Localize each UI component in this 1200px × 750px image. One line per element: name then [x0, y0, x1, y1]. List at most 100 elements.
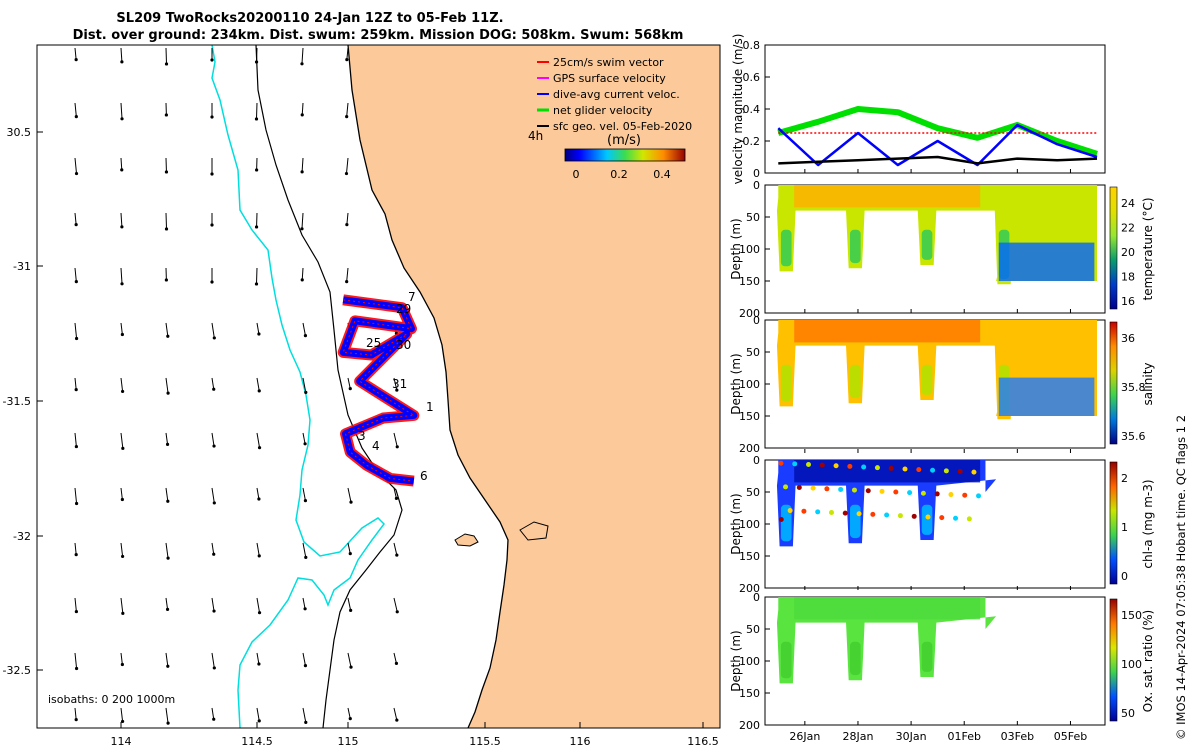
chla-sample-dot: [874, 465, 880, 471]
chla-sample-dot: [819, 462, 825, 468]
section-surface-layer: [794, 185, 981, 208]
chla-sample-dot: [861, 464, 867, 470]
velocity-arrow-head: [303, 499, 308, 503]
velocity-arrow: [120, 542, 124, 557]
section-deep-layer: [998, 242, 1095, 281]
velocity-arrow-head: [300, 227, 304, 231]
velocity-arrow: [301, 102, 304, 115]
surface-velocity-arrows: [74, 47, 399, 725]
velocity-arrow: [74, 212, 77, 225]
chla-sample-dot: [792, 461, 798, 467]
section-surface-layer: [794, 320, 981, 343]
colorbar-tick-label: 35.8: [1121, 381, 1146, 394]
colorbar-tick: 0: [573, 168, 580, 181]
velocity-arrow: [347, 707, 351, 719]
velocity-arrow: [211, 652, 215, 668]
track-label: 30: [396, 338, 411, 352]
velocity-line-2: [777, 106, 1098, 157]
colorbar-unit: (m/s): [607, 133, 641, 148]
colorbar-gradient: [564, 148, 686, 162]
velocity-arrow: [120, 212, 123, 227]
velocity-arrow: [74, 432, 77, 447]
velocity-arrow: [211, 487, 215, 503]
velocity-arrow: [301, 157, 304, 172]
velocity-arrow: [74, 102, 77, 117]
depth-tick-label: 0: [753, 454, 760, 467]
velocity-arrow-head: [345, 279, 349, 284]
velocity-arrow-head: [120, 332, 124, 337]
velocity-arrow-head: [300, 62, 304, 66]
colorbar-label: salinity: [1141, 362, 1155, 405]
map-legend: 25cm/s swim vector GPS surface velocity …: [537, 56, 692, 133]
section-dip-layer: [921, 229, 933, 260]
velocity-arrow: [165, 322, 169, 337]
section-dip-layer: [780, 229, 792, 267]
depth-tick-label: 100: [739, 243, 760, 256]
section-dip-layer: [921, 641, 933, 672]
depth-tick-label: 0: [753, 314, 760, 327]
velocity-arrow-head: [210, 172, 214, 176]
velocity-arrow: [256, 542, 260, 556]
velocity-arrow-head: [345, 58, 349, 62]
time-tick-label: 28Jan: [842, 730, 873, 743]
velocity-arrow: [165, 707, 169, 724]
velocity-arrow: [120, 322, 123, 335]
depth-tick-label: 150: [739, 550, 760, 563]
velocity-arrow-head: [348, 716, 352, 721]
velocity-arrow-head: [303, 334, 308, 338]
colorbar-tick-label: 24: [1121, 197, 1135, 210]
velocity-arrow: [393, 377, 398, 391]
velocity-arrow: [211, 322, 215, 338]
velocity-arrow-head: [74, 223, 78, 227]
velocity-arrow: [120, 707, 124, 722]
colorbar-tick-label: 0: [1121, 570, 1128, 583]
legend-label-gps: GPS surface velocity: [553, 72, 666, 85]
island: [519, 521, 549, 541]
velocity-arrow-head: [348, 551, 352, 556]
legend-label-net: net glider velocity: [553, 104, 653, 117]
velocity-arrow-head: [74, 609, 78, 614]
velocity-arrow: [165, 432, 169, 445]
depth-tick-label: 50: [746, 623, 760, 636]
velocity-arrow: [165, 652, 169, 667]
chla-sample-dot: [824, 486, 830, 492]
velocity-arrow: [393, 707, 398, 721]
chla-sample-dot: [957, 469, 963, 475]
velocity-arrow-head: [120, 60, 124, 64]
velocity-arrow-head: [257, 446, 262, 450]
depth-axis-label: Depth (m): [729, 493, 743, 554]
velocity-arrow: [346, 267, 349, 282]
section-colorbar: [1109, 598, 1118, 722]
depth-tick-label: 100: [739, 378, 760, 391]
velocity-arrow-head: [120, 117, 124, 121]
time-tick-label: 26Jan: [789, 730, 820, 743]
chla-sample-dot: [838, 486, 844, 492]
velocity-arrow-head: [304, 555, 308, 560]
depth-tick-label: 50: [746, 486, 760, 499]
island: [454, 533, 479, 547]
velocity-arrow: [74, 597, 77, 612]
x-tick-label: 114.5: [241, 735, 273, 748]
velocity-arrow-head: [166, 664, 170, 668]
section-temperature: 24 22 20 18 16 temperature (°C) 0 50 100 150 200 De…: [729, 179, 1155, 320]
velocity-arrow: [301, 47, 304, 64]
velocity-arrow: [393, 487, 397, 499]
velocity-arrow-head: [74, 666, 79, 671]
chla-sample-dot: [907, 490, 913, 496]
vel-y-tick-label: 0.2: [743, 135, 761, 148]
velocity-arrow: [120, 157, 123, 170]
chla-sample-dot: [966, 516, 972, 522]
depth-tick-label: 100: [739, 655, 760, 668]
depth-tick-label: 50: [746, 346, 760, 359]
chla-sample-dot: [962, 492, 968, 498]
velocity-arrow: [120, 487, 123, 500]
colorbar-tick-label: 1: [1121, 521, 1128, 534]
y-tick-label: -32: [13, 530, 31, 543]
legend-label-dive: dive-avg current veloc.: [553, 88, 680, 101]
velocity-arrow: [346, 102, 349, 117]
chla-sample-dot: [865, 488, 871, 494]
velocity-arrow-head: [74, 501, 79, 506]
isobath-1000: [211, 45, 385, 728]
velocity-arrow: [347, 377, 351, 389]
